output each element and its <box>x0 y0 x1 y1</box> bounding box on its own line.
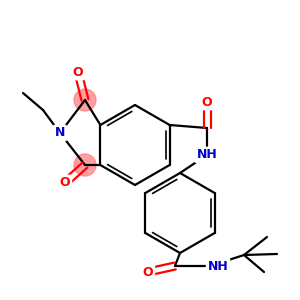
Text: NH: NH <box>196 148 218 161</box>
Circle shape <box>74 89 96 111</box>
Circle shape <box>74 154 96 176</box>
Text: O: O <box>202 95 212 109</box>
Text: O: O <box>73 65 83 79</box>
Text: O: O <box>60 176 70 190</box>
Text: N: N <box>55 127 65 140</box>
Text: O: O <box>143 266 153 278</box>
Text: NH: NH <box>208 260 228 272</box>
